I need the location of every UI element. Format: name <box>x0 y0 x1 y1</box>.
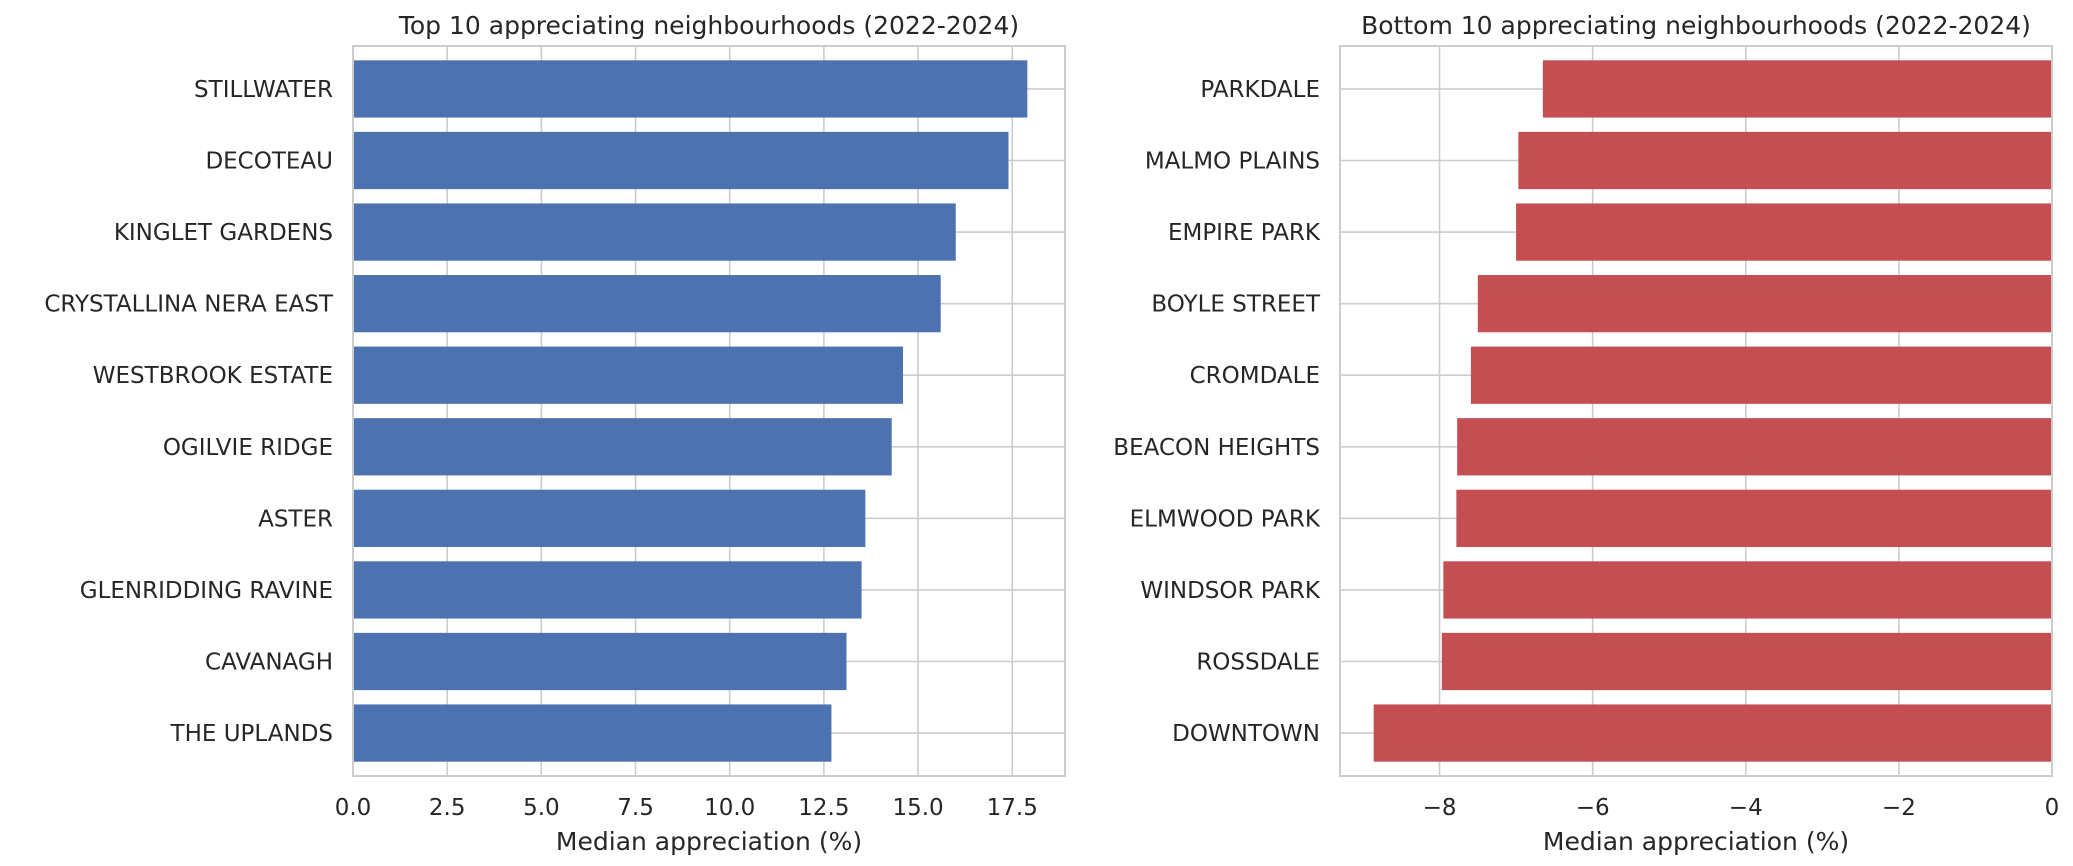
category-label-aster: ASTER <box>258 506 333 532</box>
bottom-10-x-tick-label: −8 <box>1423 795 1457 821</box>
bottom-10-chart-title: Bottom 10 appreciating neighbourhoods (2… <box>1361 11 2031 40</box>
top-10-x-tick-label: 17.5 <box>987 795 1038 821</box>
category-label-boyle-street: BOYLE STREET <box>1151 292 1321 318</box>
bar-cavanagh <box>353 632 847 691</box>
top-10-x-axis-label: Median appreciation (%) <box>556 827 862 856</box>
bar-beacon-heights <box>1457 418 2052 476</box>
bottom-10-x-tick-label: −2 <box>1882 795 1916 821</box>
top-10-x-tick-label: 2.5 <box>429 795 466 821</box>
top-10-x-tick-label: 5.0 <box>523 795 560 821</box>
top-10-chart-title: Top 10 appreciating neighbourhoods (2022… <box>398 11 1019 40</box>
category-label-the-uplands: THE UPLANDS <box>170 721 333 747</box>
category-label-westbrook-estate: WESTBROOK ESTATE <box>93 363 333 389</box>
category-label-cavanagh: CAVANAGH <box>205 649 333 675</box>
bar-aster <box>353 489 866 547</box>
bottom-10-axes-frame <box>1339 45 2053 777</box>
top-10-x-tick-label: 10.0 <box>704 795 755 821</box>
category-label-rossdale: ROSSDALE <box>1196 649 1320 675</box>
bar-the-uplands <box>353 704 832 762</box>
top-10-chart-panel: 0.0 2.5 5.0 7.5 10.0 12.5 15.0 17.5 STILLWATER DE… <box>44 11 1066 856</box>
top-10-x-tick-label: 0.0 <box>335 795 372 821</box>
category-label-decoteau: DECOTEAU <box>205 149 333 175</box>
category-label-crystallina-nera-east: CRYSTALLINA NERA EAST <box>44 292 334 318</box>
bar-kinglet-gardens <box>353 203 956 261</box>
category-label-malmo-plains: MALMO PLAINS <box>1145 149 1320 175</box>
category-label-glenridding-ravine: GLENRIDDING RAVINE <box>80 578 333 604</box>
category-label-ogilvie-ridge: OGILVIE RIDGE <box>163 435 333 461</box>
bottom-10-x-axis-label: Median appreciation (%) <box>1543 827 1849 856</box>
bar-decoteau <box>353 131 1009 190</box>
bar-elmwood-park <box>1456 489 2052 547</box>
top-10-axes-frame <box>352 45 1066 777</box>
bar-stillwater <box>353 60 1028 118</box>
top-10-x-tick-label: 7.5 <box>617 795 654 821</box>
top-10-x-tick-label: 15.0 <box>892 795 943 821</box>
bar-boyle-street <box>1477 275 2052 333</box>
category-label-elmwood-park: ELMWOOD PARK <box>1130 506 1321 532</box>
bar-crystallina-nera-east <box>353 275 941 333</box>
category-label-beacon-heights: BEACON HEIGHTS <box>1113 435 1320 461</box>
bar-rossdale <box>1441 632 2052 691</box>
bottom-10-x-tick-label: −4 <box>1729 795 1763 821</box>
category-label-downtown: DOWNTOWN <box>1172 721 1320 747</box>
bar-ogilvie-ridge <box>353 418 892 476</box>
bar-westbrook-estate <box>353 346 904 404</box>
bar-cromdale <box>1470 346 2052 404</box>
category-label-cromdale: CROMDALE <box>1190 363 1320 389</box>
bottom-10-x-tick-label: 0 <box>2045 795 2060 821</box>
category-label-windsor-park: WINDSOR PARK <box>1140 578 1321 604</box>
category-label-stillwater: STILLWATER <box>194 77 333 103</box>
bar-downtown <box>1373 704 2052 762</box>
bottom-10-chart-panel: −8 −6 −4 −2 0 PARKDALE MALMO PLAINS EMPIRE PARK… <box>1113 11 2059 856</box>
bar-malmo-plains <box>1518 131 2052 190</box>
category-label-kinglet-gardens: KINGLET GARDENS <box>114 220 333 246</box>
category-label-parkdale: PARKDALE <box>1200 77 1320 103</box>
bar-windsor-park <box>1443 561 2052 619</box>
bar-parkdale <box>1542 60 2052 118</box>
bar-glenridding-ravine <box>353 561 862 619</box>
bottom-10-x-tick-label: −6 <box>1576 795 1610 821</box>
top-10-x-tick-label: 12.5 <box>798 795 849 821</box>
category-label-empire-park: EMPIRE PARK <box>1168 220 1321 246</box>
bar-empire-park <box>1516 203 2052 261</box>
